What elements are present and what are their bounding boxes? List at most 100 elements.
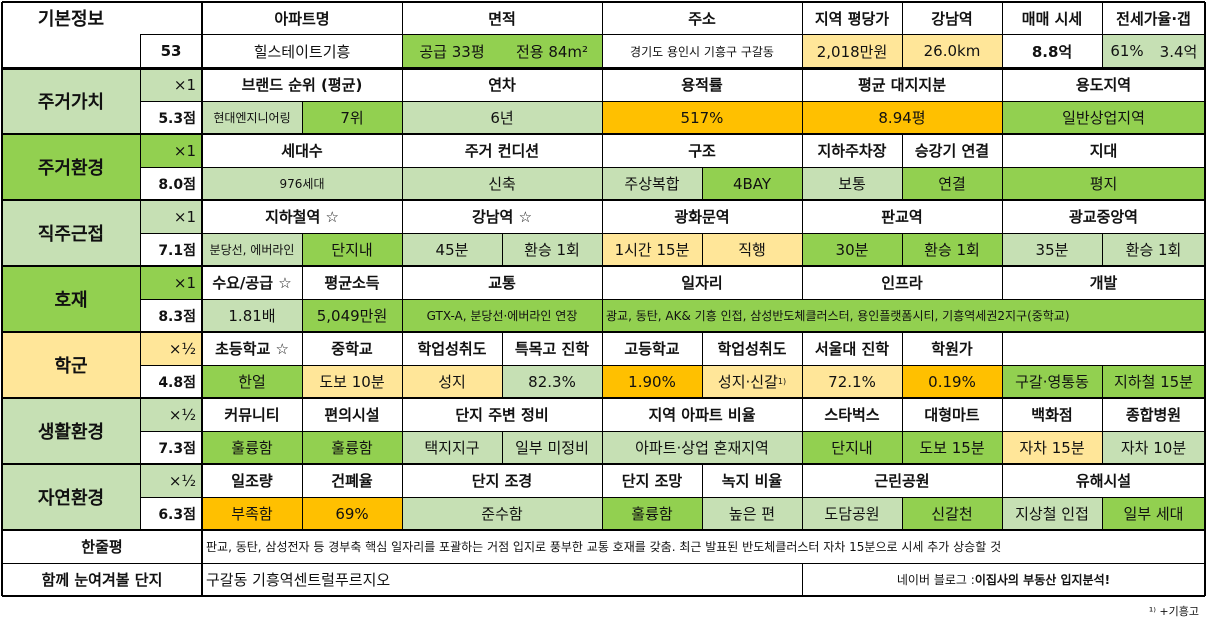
grid-line	[2, 1, 1205, 3]
value-cell: 517%	[602, 101, 802, 134]
column-header: 지하주차장	[802, 134, 902, 167]
blog-credit: 네이버 블로그 : 이집사의 부동산 입지분석!	[802, 563, 1205, 596]
grid-line	[1102, 497, 1103, 530]
value-cell: 구갈·영통동	[1002, 365, 1102, 398]
grid-line	[1205, 200, 1206, 233]
column-header: 매매 시세	[1002, 2, 1102, 34]
apartment-number: 53	[140, 34, 202, 68]
value-cell: 도보 15분	[902, 431, 1002, 464]
grid-line	[1205, 68, 1206, 101]
column-header: 편의시설	[302, 398, 402, 431]
value-cell: 69%	[302, 497, 402, 530]
value-cell: 높은 편	[702, 497, 802, 530]
section-score: 8.3점	[140, 299, 202, 332]
section-score: 5.3점	[140, 101, 202, 134]
value-cell: 부족함	[202, 497, 302, 530]
grid-line	[1205, 266, 1206, 299]
grid-line	[902, 431, 903, 464]
grid-line	[802, 68, 803, 101]
grid-line	[1102, 398, 1103, 431]
grid-line	[1205, 398, 1206, 431]
column-header: 학업성취도	[702, 332, 802, 365]
value-cell: 아파트·상업 혼재지역	[602, 431, 802, 464]
grid-line	[1002, 134, 1003, 167]
grid-line	[140, 200, 141, 266]
section-label: 주거환경	[2, 134, 140, 200]
value-cell: 지상철 인접	[1002, 497, 1102, 530]
grid-line	[902, 233, 903, 266]
grid-line	[602, 266, 603, 299]
grid-line	[802, 167, 803, 200]
column-header: 초등학교 ☆	[202, 332, 302, 365]
grid-line	[602, 365, 603, 398]
column-header: 교통	[402, 266, 602, 299]
jeonse-ratio: 61%	[1102, 34, 1152, 68]
grid-line	[1205, 497, 1206, 530]
address: 경기도 용인시 기흥구 구갈동	[602, 34, 802, 68]
column-header: 면적	[402, 2, 602, 34]
column-header: 녹지 비율	[702, 464, 802, 497]
grid-line	[1002, 2, 1003, 68]
section-score: 7.3점	[140, 431, 202, 464]
value-cell: GTX-A, 분당선·에버라인 연장	[402, 299, 602, 332]
grid-line	[1205, 233, 1206, 266]
grid-line	[602, 200, 603, 233]
grid-line	[140, 266, 141, 332]
column-header: 평균 대지지분	[802, 68, 1002, 101]
grid-line	[1205, 464, 1206, 497]
value-cell: 82.3%	[502, 365, 602, 398]
grid-line	[140, 431, 202, 432]
column-header: 구조	[602, 134, 802, 167]
grid-line	[2, 199, 1205, 201]
grid-line	[202, 431, 1205, 432]
basic-info-label: 기본정보	[2, 2, 140, 34]
grid-line	[902, 398, 903, 431]
column-header: 일조량	[202, 464, 302, 497]
grid-line	[302, 365, 303, 398]
grid-line	[402, 266, 403, 299]
grid-line	[202, 299, 1205, 300]
grid-line	[140, 365, 202, 366]
column-header: 주소	[602, 2, 802, 34]
value-cell: 1.81배	[202, 299, 302, 332]
grid-line	[402, 497, 403, 530]
column-header: 지역 아파트 비율	[602, 398, 802, 431]
value-cell: 도담공원	[802, 497, 902, 530]
grid-line	[302, 101, 303, 134]
grid-line	[1002, 68, 1003, 101]
grid-line	[1205, 101, 1206, 134]
grid-line	[140, 34, 141, 68]
value-cell: 45분	[402, 233, 502, 266]
grid-line	[802, 101, 803, 134]
section-weight: ×1	[140, 200, 202, 233]
area-private: 전용 84m²	[502, 34, 602, 68]
value-cell: 자차 15분	[1002, 431, 1102, 464]
section-score: 4.8점	[140, 365, 202, 398]
value-cell: 1.90%	[602, 365, 702, 398]
grid-line	[140, 497, 202, 498]
grid-line	[302, 233, 303, 266]
column-header: 고등학교	[602, 332, 702, 365]
grid-line	[402, 365, 403, 398]
value-cell: 주상복합	[602, 167, 702, 200]
column-header: 승강기 연결	[902, 134, 1002, 167]
section-weight: ×½	[140, 332, 202, 365]
value-cell: 일부 세대	[1102, 497, 1205, 530]
value-cell: 5,049만원	[302, 299, 402, 332]
value-cell: 직행	[702, 233, 802, 266]
footnote: ¹⁾ +기흥고	[1100, 600, 1205, 621]
price-per-pyeong: 2,018만원	[802, 34, 902, 68]
grid-line	[402, 2, 403, 68]
summary-label: 한줄평	[2, 530, 202, 563]
grid-line	[202, 101, 1205, 102]
grid-line	[2, 331, 1205, 333]
blog-name: 이집사의 부동산 입지분석!	[974, 573, 1111, 587]
column-header: 서울대 진학	[802, 332, 902, 365]
value-cell: 현대엔지니어링	[202, 101, 302, 134]
grid-line	[702, 365, 703, 398]
value-cell: 환승 1회	[502, 233, 602, 266]
value-cell: 분당선, 에버라인	[202, 233, 302, 266]
column-header: 인프라	[802, 266, 1002, 299]
grid-line	[140, 34, 202, 35]
